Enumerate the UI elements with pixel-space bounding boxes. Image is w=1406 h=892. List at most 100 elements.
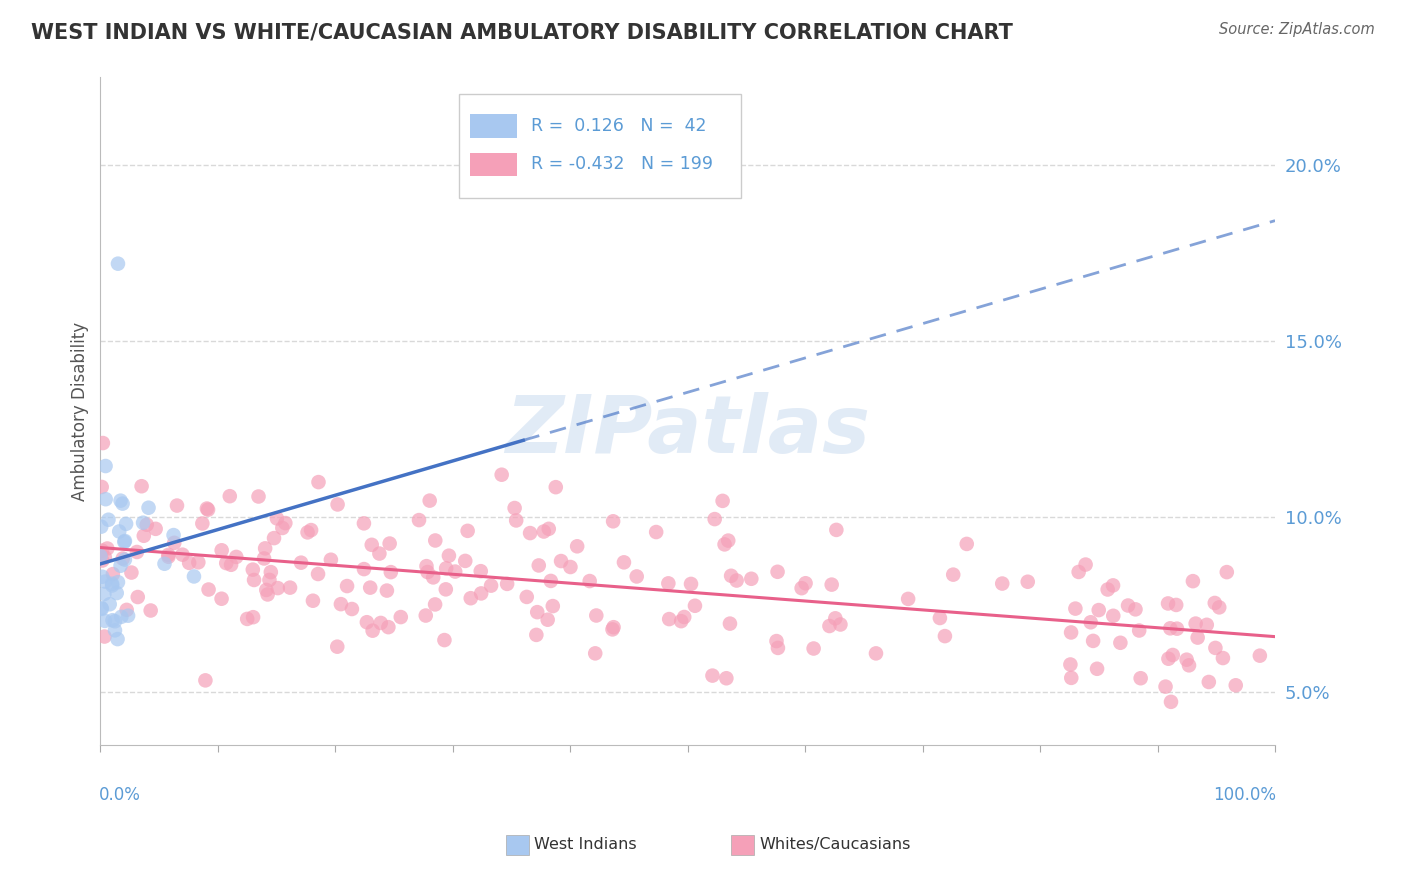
Point <box>519 526 541 541</box>
Point <box>818 619 841 633</box>
Point <box>415 608 437 623</box>
Point <box>117 608 139 623</box>
Point <box>683 599 706 613</box>
Point <box>537 522 560 536</box>
Point <box>115 516 138 531</box>
Point <box>211 591 233 606</box>
Point <box>1017 574 1039 589</box>
Bar <box>471 153 517 176</box>
Point <box>108 524 131 539</box>
Text: ZIPatlas: ZIPatlas <box>505 392 870 470</box>
Point <box>89 549 111 563</box>
Point <box>583 646 606 660</box>
Point <box>673 610 696 624</box>
Point <box>540 574 562 588</box>
Point <box>195 501 218 516</box>
Point <box>578 574 600 588</box>
Point <box>1129 671 1152 685</box>
Point <box>91 543 114 558</box>
Text: R = -0.432   N = 199: R = -0.432 N = 199 <box>531 155 713 173</box>
Point <box>1166 598 1188 612</box>
Point <box>408 513 430 527</box>
Point <box>416 565 439 579</box>
Point <box>1212 651 1234 665</box>
Point <box>491 467 513 482</box>
Point <box>1184 616 1206 631</box>
Point <box>541 599 564 613</box>
Point <box>90 480 112 494</box>
Point <box>225 549 247 564</box>
Point <box>242 610 264 624</box>
Point <box>1216 565 1239 579</box>
Point <box>479 579 502 593</box>
Point <box>460 591 482 606</box>
Point <box>97 513 120 527</box>
Point <box>157 548 180 562</box>
Point <box>1159 621 1181 635</box>
Point <box>104 624 127 638</box>
Point <box>254 541 277 556</box>
Point <box>271 521 294 535</box>
Point <box>1198 675 1220 690</box>
Point <box>319 553 342 567</box>
Point <box>266 511 288 525</box>
Point <box>1060 671 1083 685</box>
Point <box>112 534 135 549</box>
Point <box>1181 574 1204 589</box>
Point <box>419 493 441 508</box>
Point <box>105 586 128 600</box>
Point <box>308 475 330 489</box>
Point <box>1074 558 1097 572</box>
Point <box>865 646 887 660</box>
Point <box>254 582 277 597</box>
Point <box>1128 624 1150 638</box>
Point <box>434 582 457 597</box>
Point <box>602 620 624 634</box>
Point <box>1097 582 1119 597</box>
FancyBboxPatch shape <box>458 95 741 198</box>
Point <box>1166 622 1188 636</box>
Point <box>550 554 572 568</box>
Point <box>602 514 624 528</box>
Point <box>496 577 519 591</box>
Text: R =  0.126   N =  42: R = 0.126 N = 42 <box>531 117 707 136</box>
Point <box>1081 633 1104 648</box>
Point <box>120 566 142 580</box>
Point <box>794 576 817 591</box>
Point <box>187 555 209 569</box>
Point <box>1109 636 1132 650</box>
Point <box>585 608 607 623</box>
Point <box>1225 678 1247 692</box>
Point <box>626 569 648 583</box>
Point <box>211 543 233 558</box>
Point <box>110 558 132 573</box>
Point <box>717 533 740 548</box>
Point <box>114 552 136 566</box>
Point <box>278 581 301 595</box>
Point <box>434 561 457 575</box>
Point <box>524 628 547 642</box>
Point <box>360 538 382 552</box>
Point <box>956 537 979 551</box>
Point <box>378 536 401 550</box>
Point <box>93 630 115 644</box>
Point <box>353 562 375 576</box>
Point <box>183 569 205 583</box>
Point <box>1067 565 1090 579</box>
Point <box>94 492 117 507</box>
Point <box>824 611 846 625</box>
Point <box>307 566 329 581</box>
Point <box>145 522 167 536</box>
Point <box>132 516 155 530</box>
Point <box>415 559 437 574</box>
Point <box>537 613 560 627</box>
Point <box>1204 596 1226 610</box>
Point <box>191 516 214 531</box>
Point <box>132 529 155 543</box>
Point <box>825 523 848 537</box>
Point <box>104 614 127 628</box>
Point <box>179 556 201 570</box>
Point <box>516 590 538 604</box>
Point <box>725 574 748 588</box>
Point <box>256 587 278 601</box>
